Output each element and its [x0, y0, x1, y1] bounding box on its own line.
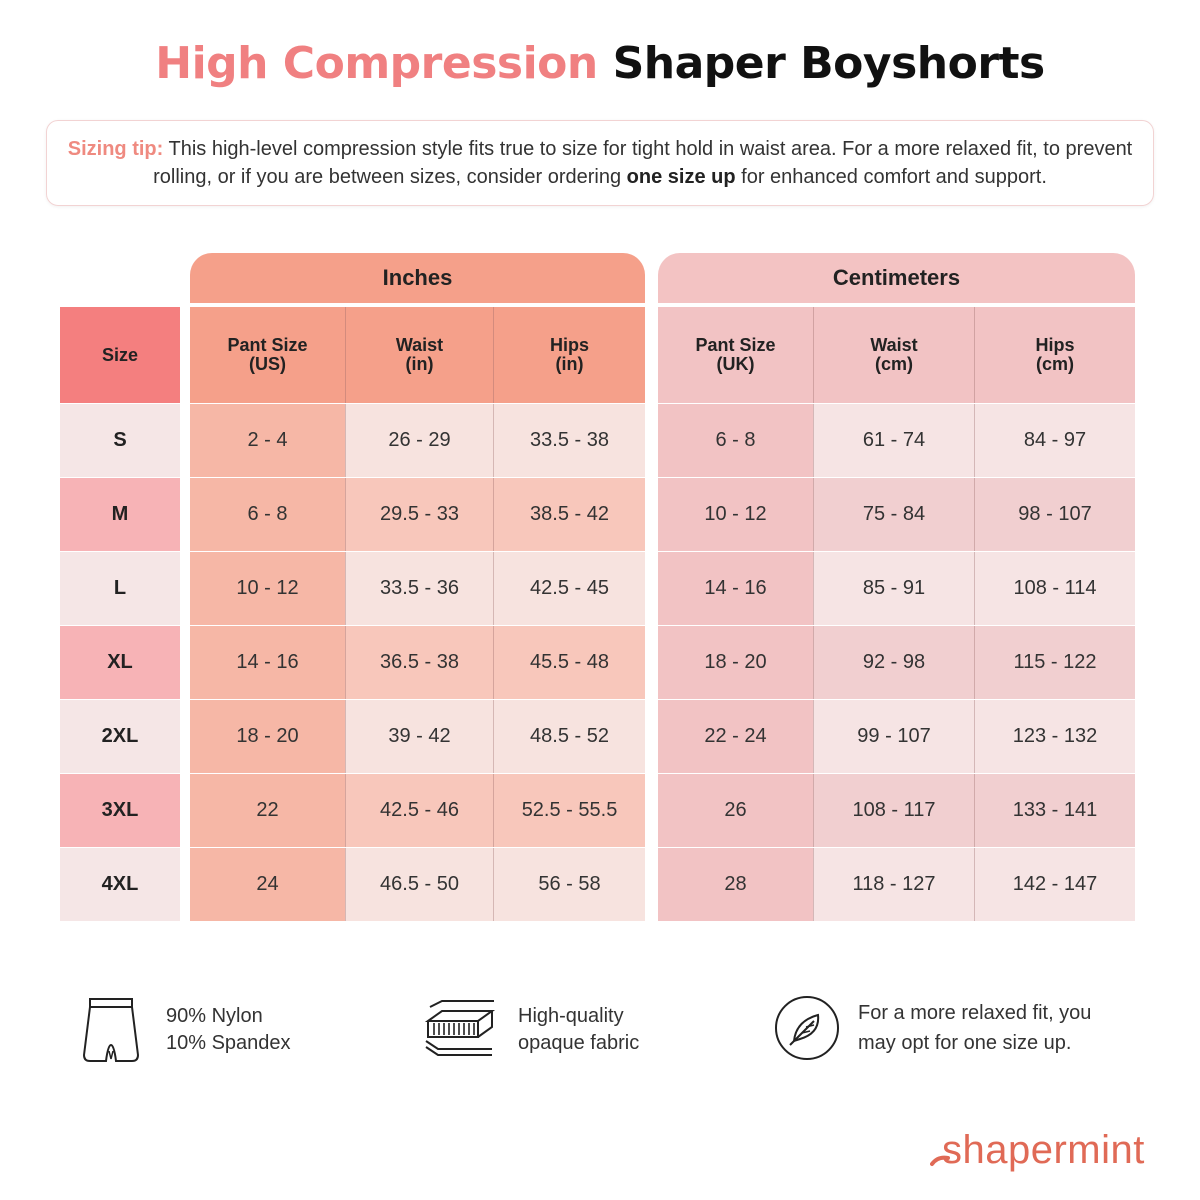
table-cell: 36.5 - 38	[345, 626, 493, 699]
sizing-tip-bold: one size up	[626, 166, 736, 188]
inches-group-header: Inches	[190, 253, 645, 303]
shapermint-logo-swoosh	[930, 1155, 950, 1166]
header-col-3-label: Hips	[549, 335, 589, 355]
table-cell: 42.5 - 46	[345, 774, 493, 847]
table-cell: 18 - 20	[190, 700, 345, 773]
table-cell: 28	[658, 848, 813, 921]
feature-fit-line1: For a more relaxed fit, you	[858, 1002, 1092, 1024]
table-cell: 10 - 12	[658, 478, 813, 551]
table-cell: 42.5 - 45	[493, 552, 645, 625]
title-accent: High Compression	[155, 38, 598, 89]
table-cell: 48.5 - 52	[493, 700, 645, 773]
table-cell: 108 - 117	[813, 774, 974, 847]
size-cell: S	[60, 404, 180, 477]
feature-fit: For a more relaxed fit, you may opt for …	[774, 995, 1091, 1061]
feature-fabric-line2: opaque fabric	[518, 1032, 640, 1054]
feature-fabric-line1: High-quality	[518, 1005, 624, 1027]
table-cell: 115 - 122	[974, 626, 1135, 699]
header-col-3-unit: (in)	[555, 354, 584, 374]
table-cell: 46.5 - 50	[345, 848, 493, 921]
size-cell: XL	[60, 626, 180, 699]
table-cell: 85 - 91	[813, 552, 974, 625]
title-rest: Shaper Boyshorts	[612, 38, 1046, 89]
sizing-tip-box: Sizing tip: This high-level compression …	[46, 120, 1154, 206]
header-col-6-label: Hips	[1035, 335, 1075, 355]
header-col-6: Hips (cm)	[974, 307, 1135, 403]
sizing-tip-text: Sizing tip: This high-level compression …	[67, 135, 1133, 191]
table-cell: 52.5 - 55.5	[493, 774, 645, 847]
header-col-2-unit: (in)	[405, 354, 434, 374]
size-cell: L	[60, 552, 180, 625]
table-cell: 75 - 84	[813, 478, 974, 551]
feather-icon	[775, 996, 839, 1060]
table-cell: 99 - 107	[813, 700, 974, 773]
size-cell: 2XL	[60, 700, 180, 773]
feature-fabric-text: High-quality opaque fabric	[518, 1003, 639, 1057]
brand-logo: shapermint	[942, 1128, 1145, 1172]
table-cell: 6 - 8	[190, 478, 345, 551]
size-cell: 4XL	[60, 848, 180, 921]
features-row: 90% Nylon 10% Spandex High-quality opaqu…	[0, 990, 1200, 1070]
table-cell: 6 - 8	[658, 404, 813, 477]
feature-material-line1: 90% Nylon	[166, 1005, 263, 1027]
fabric-layers-icon	[424, 1000, 496, 1056]
header-col-4-unit: (UK)	[716, 354, 755, 374]
feature-material-line2: 10% Spandex	[166, 1032, 291, 1054]
table-cell: 33.5 - 36	[345, 552, 493, 625]
header-col-5: Waist (cm)	[813, 307, 974, 403]
table-cell: 10 - 12	[190, 552, 345, 625]
header-col-2: Waist (in)	[345, 307, 493, 403]
page-title: High Compression Shaper Boyshorts	[0, 38, 1200, 89]
feature-fit-line2: may opt for one size up.	[858, 1032, 1072, 1054]
header-col-2-label: Waist	[395, 335, 444, 355]
table-cell: 14 - 16	[658, 552, 813, 625]
sizing-tip-text-1: This high-level compression style fits t…	[153, 138, 1133, 188]
table-cell: 29.5 - 33	[345, 478, 493, 551]
table-cell: 118 - 127	[813, 848, 974, 921]
table-cell: 33.5 - 38	[493, 404, 645, 477]
header-col-3: Hips (in)	[493, 307, 645, 403]
table-cell: 98 - 107	[974, 478, 1135, 551]
table-cell: 2 - 4	[190, 404, 345, 477]
table-cell: 142 - 147	[974, 848, 1135, 921]
feature-fabric: High-quality opaque fabric	[422, 995, 639, 1065]
table-cell: 14 - 16	[190, 626, 345, 699]
header-col-1: Pant Size (US)	[190, 307, 345, 403]
table-cell: 123 - 132	[974, 700, 1135, 773]
header-size: Size	[60, 307, 180, 403]
table-cell: 84 - 97	[974, 404, 1135, 477]
size-cell: 3XL	[60, 774, 180, 847]
feature-fit-text: For a more relaxed fit, you may opt for …	[858, 998, 1091, 1058]
table-cell: 45.5 - 48	[493, 626, 645, 699]
feature-material: 90% Nylon 10% Spandex	[78, 995, 291, 1065]
table-cell: 26	[658, 774, 813, 847]
sizing-tip-text-2: for enhanced comfort and support.	[735, 166, 1047, 188]
table-cell: 26 - 29	[345, 404, 493, 477]
header-col-5-unit: (cm)	[874, 354, 913, 374]
header-col-4: Pant Size (UK)	[658, 307, 813, 403]
table-cell: 22	[190, 774, 345, 847]
header-col-1-unit: (US)	[249, 354, 286, 374]
table-cell: 108 - 114	[974, 552, 1135, 625]
header-col-5-label: Waist	[870, 335, 918, 355]
boyshorts-icon	[82, 998, 140, 1062]
table-cell: 39 - 42	[345, 700, 493, 773]
header-col-1-label: Pant Size	[227, 335, 308, 355]
sizing-tip-label: Sizing tip:	[67, 138, 164, 160]
table-cell: 92 - 98	[813, 626, 974, 699]
table-cell: 18 - 20	[658, 626, 813, 699]
header-col-4-label: Pant Size	[695, 335, 776, 355]
table-cell: 61 - 74	[813, 404, 974, 477]
table-cell: 38.5 - 42	[493, 478, 645, 551]
header-col-6-unit: (cm)	[1035, 354, 1074, 374]
feature-material-text: 90% Nylon 10% Spandex	[166, 1003, 291, 1057]
centimeters-group-header: Centimeters	[658, 253, 1135, 303]
size-cell: M	[60, 478, 180, 551]
table-cell: 133 - 141	[974, 774, 1135, 847]
table-cell: 24	[190, 848, 345, 921]
table-cell: 56 - 58	[493, 848, 645, 921]
table-cell: 22 - 24	[658, 700, 813, 773]
